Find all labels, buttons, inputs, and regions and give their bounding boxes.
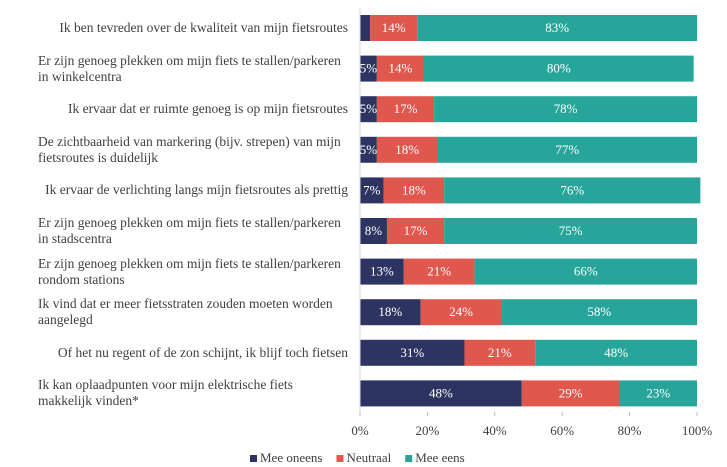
x-tick-label: 0% (351, 423, 369, 438)
category-text: Ik vind dat er meer fietsstraten zouden … (38, 296, 333, 328)
category-label: Er zijn genoeg plekken om mijn fiets te … (38, 252, 348, 292)
data-label: 5% (360, 61, 378, 76)
data-label: 24% (449, 304, 473, 319)
category-label: Ik ervaar dat er ruimte genoeg is op mij… (38, 89, 348, 129)
bar-segment (424, 55, 694, 82)
data-label: 80% (547, 61, 571, 76)
data-label: 7% (363, 182, 381, 197)
bar-segment (417, 15, 697, 41)
category-label: Of het nu regent of de zon schijnt, ik b… (38, 333, 348, 373)
data-label: 78% (554, 101, 578, 116)
bar-segment (360, 380, 522, 407)
x-tick-label: 100% (682, 423, 713, 438)
bar-segment (535, 339, 697, 366)
x-tick-label: 80% (618, 423, 642, 438)
data-label: 14% (389, 61, 413, 76)
data-label: 76% (560, 182, 584, 197)
data-label: 75% (559, 223, 583, 238)
bar-segment (360, 258, 404, 285)
bar-segment (444, 218, 697, 244)
category-label: Er zijn genoeg plekken om mijn fiets te … (38, 49, 348, 89)
x-tick-label: 60% (550, 423, 574, 438)
bar-segment (420, 299, 502, 326)
data-label: 5% (360, 101, 378, 116)
bar-segment (474, 258, 697, 285)
bar-segment (386, 218, 445, 244)
category-label: Ik ben tevreden over de kwaliteit van mi… (38, 8, 348, 48)
bar-segment (376, 136, 438, 163)
legend-label: Mee eens (415, 450, 464, 465)
legend-label: Mee oneens (260, 450, 322, 465)
data-label: 18% (378, 304, 402, 319)
data-label: 14% (382, 20, 406, 35)
category-text: Of het nu regent of de zon schijnt, ik b… (57, 344, 348, 360)
bar-segment (360, 299, 421, 326)
bar-segment (376, 96, 435, 123)
bar-segment (360, 15, 371, 41)
bar-segment (464, 339, 536, 366)
data-label: 21% (427, 264, 451, 279)
data-label: 48% (429, 385, 453, 400)
bar-segment (360, 136, 377, 163)
category-text: Er zijn genoeg plekken om mijn fiets te … (38, 215, 341, 246)
bar-segment (360, 339, 465, 366)
category-text: Ik ben tevreden over de kwaliteit van mi… (59, 20, 348, 35)
category-text: Ik ervaar de verlichting langs mijn fiet… (45, 182, 348, 198)
category-text: Er zijn genoeg plekken om mijn fiets te … (38, 255, 341, 287)
category-label: De zichtbaarheid van markering (bijv. st… (38, 130, 348, 170)
category-text: Er zijn genoeg plekken om mijn fiets te … (38, 52, 341, 84)
data-label: 8% (365, 223, 383, 238)
data-label: 83% (545, 20, 569, 35)
bar-segment (403, 258, 475, 285)
category-text: Ik kan oplaadpunten voor mijn elektrisch… (38, 377, 293, 409)
bar-segment (360, 55, 377, 82)
bar-segment (376, 55, 425, 82)
legend-swatch (336, 455, 344, 462)
data-label: 66% (574, 264, 598, 279)
bar-segment (619, 380, 697, 407)
bar-segment (360, 218, 387, 244)
data-label: 17% (404, 223, 428, 238)
bar-segment (383, 177, 445, 204)
category-label: Ik ervaar de verlichting langs mijn fiet… (38, 170, 348, 210)
bar-segment (501, 299, 697, 326)
category-text: De zichtbaarheid van markering (bijv. st… (38, 133, 341, 165)
data-label: 29% (559, 385, 583, 400)
category-text: Ik ervaar dat er ruimte genoeg is op mij… (67, 101, 348, 117)
data-label: 17% (394, 101, 418, 116)
bar-segment (437, 136, 697, 163)
x-tick-label: 40% (483, 423, 507, 438)
data-label: 13% (370, 264, 394, 279)
legend-label: Neutraal (346, 450, 391, 465)
data-label: 23% (646, 385, 670, 400)
bar-segment (444, 177, 701, 204)
data-label: 48% (604, 345, 628, 360)
legend-swatch (250, 455, 257, 462)
data-label: 18% (402, 182, 426, 197)
data-label: 58% (587, 304, 611, 319)
legend-swatch (405, 455, 413, 462)
bar-segment (521, 380, 620, 407)
bar-segment (370, 15, 418, 41)
data-label: 77% (555, 142, 579, 157)
bar-segment (360, 96, 377, 123)
x-tick-label: 20% (415, 423, 439, 438)
data-label: 18% (395, 142, 419, 157)
data-label: 21% (488, 345, 512, 360)
bar-segment (434, 96, 697, 123)
bar-segment (360, 177, 384, 204)
category-label: Ik kan oplaadpunten voor mijn elektrisch… (38, 373, 348, 413)
data-label: 5% (360, 142, 378, 157)
category-label: Er zijn genoeg plekken om mijn fiets te … (38, 211, 348, 251)
category-label: Ik vind dat er meer fietsstraten zouden … (38, 292, 348, 332)
data-label: 31% (400, 345, 424, 360)
